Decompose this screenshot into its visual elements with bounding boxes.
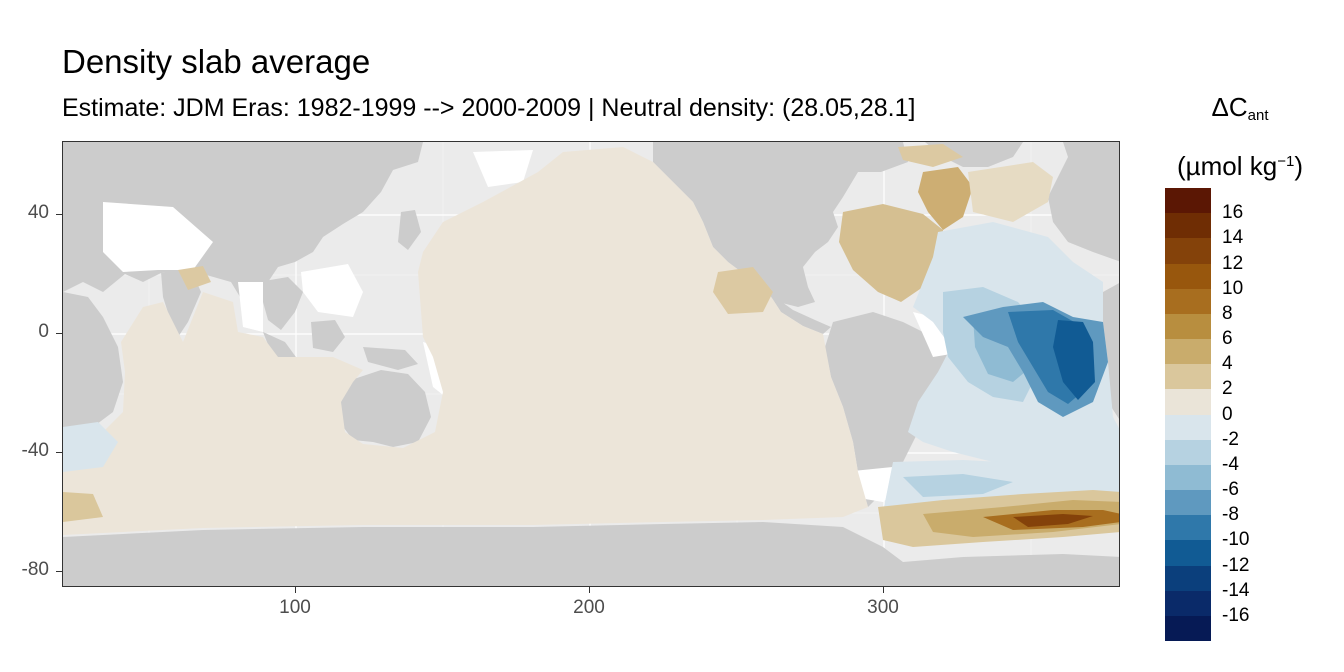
- region-east-pacific: [713, 267, 773, 314]
- region-labrador: [918, 167, 973, 230]
- legend-label: 10: [1222, 277, 1244, 299]
- legend-swatch: [1165, 389, 1211, 415]
- legend-swatch: [1165, 439, 1211, 466]
- land-africa-west: [1098, 283, 1119, 419]
- legend-label: 4: [1222, 353, 1233, 375]
- legend-swatch: [1165, 263, 1211, 290]
- land-central-america: [768, 292, 831, 334]
- land-africa-east: [63, 292, 123, 437]
- land-borneo: [311, 320, 345, 352]
- legend-swatch: [1165, 213, 1211, 239]
- map-svg: [63, 142, 1119, 586]
- legend-swatch: [1165, 414, 1211, 441]
- legend-swatch: [1165, 464, 1211, 491]
- x-tick-mark: [589, 587, 590, 593]
- y-tick-mark: [56, 571, 62, 572]
- legend-swatch: [1165, 540, 1211, 566]
- land-eurasia: [63, 142, 423, 317]
- x-tick-mark: [883, 587, 884, 593]
- map-panel: [62, 141, 1120, 587]
- region-north-atlantic: [839, 204, 943, 302]
- legend-label: 2: [1222, 378, 1233, 400]
- x-tick-label: 200: [573, 597, 605, 618]
- legend-swatch: [1165, 339, 1211, 365]
- land-antarctica: [63, 522, 1119, 586]
- x-tick-label: 300: [867, 597, 899, 618]
- plot-subtitle: Estimate: JDM Eras: 1982-1999 --> 2000-2…: [62, 94, 916, 122]
- land-masses: [63, 142, 1119, 586]
- legend-title-unit: (µmol kg−1): [1177, 151, 1303, 181]
- legend-label: 6: [1222, 328, 1233, 349]
- legend-label: -12: [1222, 554, 1250, 576]
- legend-title: ΔCant (µmol kg−1): [1160, 84, 1320, 189]
- legend-swatch: [1165, 615, 1211, 642]
- land-south-america: [825, 312, 953, 507]
- legend-label: -8: [1222, 504, 1239, 526]
- legend-swatch: [1165, 515, 1211, 541]
- x-tick-label: 100: [279, 597, 311, 618]
- legend-swatch: [1165, 590, 1211, 617]
- region-arabian: [178, 266, 211, 290]
- y-tick-label: 40: [27, 202, 49, 223]
- legend-label: -10: [1222, 529, 1250, 551]
- legend-label: -16: [1222, 604, 1250, 626]
- legend-swatch: [1165, 188, 1211, 214]
- legend-label: 12: [1222, 252, 1244, 274]
- region-pacific-indian: [63, 147, 868, 535]
- y-tick-label: 0: [38, 321, 49, 342]
- land-australia: [339, 370, 431, 447]
- legend-title-variable: ΔCant: [1211, 92, 1269, 124]
- y-tick-mark: [56, 214, 62, 215]
- legend-colorbar: [1165, 188, 1211, 642]
- legend-label: 14: [1222, 227, 1244, 249]
- legend-swatch: [1165, 288, 1211, 315]
- legend-label: 16: [1222, 202, 1244, 224]
- plot-title: Density slab average: [62, 43, 371, 80]
- x-tick-mark: [295, 587, 296, 593]
- legend-swatch: [1165, 364, 1211, 390]
- legend-label: -6: [1222, 479, 1239, 500]
- legend-swatch: [1165, 490, 1211, 516]
- land-new-guinea: [363, 347, 418, 370]
- y-tick-label: -40: [21, 440, 49, 461]
- y-tick-mark: [56, 333, 62, 334]
- legend-label: -2: [1222, 428, 1239, 450]
- y-tick-label: -80: [21, 559, 49, 580]
- legend-label: -4: [1222, 453, 1239, 475]
- legend-label: 0: [1222, 403, 1233, 425]
- ocean-values: [63, 144, 1119, 547]
- legend-swatch: [1165, 238, 1211, 264]
- legend-swatch: [1165, 565, 1211, 592]
- legend-label: -14: [1222, 579, 1250, 601]
- legend-swatch: [1165, 313, 1211, 340]
- land-europe: [1048, 142, 1119, 262]
- land-japan: [398, 210, 421, 250]
- land-indochina: [258, 277, 303, 330]
- legend-label: 8: [1222, 302, 1233, 324]
- y-tick-mark: [56, 452, 62, 453]
- land-north-america: [653, 142, 908, 307]
